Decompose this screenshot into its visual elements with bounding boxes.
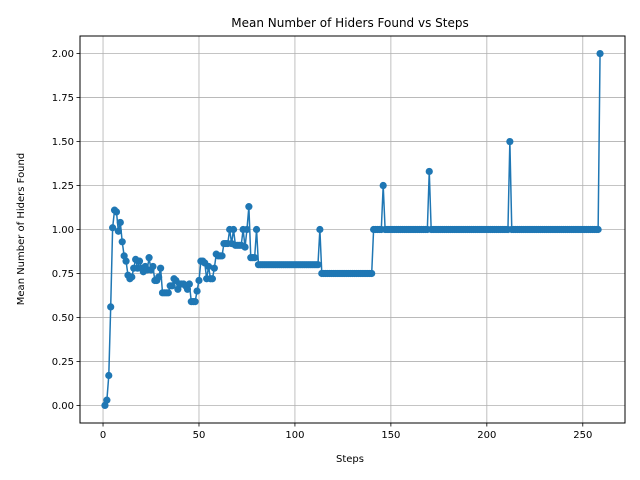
x-tick-label: 250	[573, 430, 592, 441]
data-point	[185, 280, 193, 288]
data-point	[195, 276, 203, 285]
data-point	[116, 218, 124, 227]
x-tick-label: 200	[477, 430, 496, 441]
data-point	[594, 225, 602, 234]
y-tick-label: 0.50	[52, 313, 74, 324]
data-point	[193, 287, 201, 295]
data-point	[251, 254, 259, 262]
data-point	[210, 264, 218, 272]
y-axis-ticks: 0.00 0.25 0.50 0.75 1.00 1.25 1.50 1.75 2.00	[52, 49, 80, 412]
data-point	[379, 181, 387, 190]
data-point	[316, 225, 324, 234]
data-point	[252, 225, 261, 234]
data-point	[107, 303, 115, 311]
data-point	[164, 289, 172, 297]
x-tick-label: 0	[100, 430, 106, 441]
y-axis-label: Mean Number of Hiders Found	[16, 153, 27, 305]
data-point	[157, 264, 165, 272]
y-tick-label: 0.00	[52, 401, 74, 412]
x-tick-label: 150	[381, 430, 400, 441]
data-point	[368, 269, 376, 278]
x-axis-ticks: 0 50 100 150 200 250	[100, 423, 592, 441]
y-tick-label: 1.50	[52, 137, 74, 148]
data-point	[122, 257, 130, 265]
data-points	[101, 49, 604, 410]
data-point	[191, 298, 199, 306]
x-axis-label: Steps	[336, 454, 364, 465]
data-point	[245, 203, 253, 211]
data-point	[135, 257, 144, 265]
data-point	[168, 282, 176, 290]
data-point	[118, 238, 126, 246]
data-point	[596, 49, 604, 58]
data-point	[204, 262, 213, 271]
data-point	[105, 371, 113, 380]
data-point	[145, 254, 153, 262]
data-point	[103, 396, 111, 404]
data-point	[128, 273, 136, 281]
data-point	[208, 275, 217, 283]
data-point	[114, 227, 122, 235]
data-point	[109, 224, 117, 232]
data-point	[506, 137, 514, 146]
data-point	[314, 261, 322, 269]
data-point	[149, 262, 157, 271]
y-tick-label: 2.00	[52, 49, 74, 60]
y-tick-label: 0.75	[52, 269, 74, 280]
data-point	[155, 273, 163, 281]
y-tick-label: 1.75	[52, 93, 74, 104]
data-point	[241, 243, 249, 251]
data-point	[112, 208, 121, 216]
y-tick-label: 0.25	[52, 357, 74, 368]
data-point	[243, 225, 251, 234]
x-tick-label: 50	[193, 430, 206, 441]
data-point	[425, 167, 433, 176]
data-point	[229, 225, 238, 234]
data-point	[218, 252, 226, 260]
y-tick-label: 1.00	[52, 225, 74, 236]
y-tick-label: 1.25	[52, 181, 74, 192]
chart-title: Mean Number of Hiders Found vs Steps	[231, 16, 468, 30]
x-tick-label: 100	[285, 430, 304, 441]
